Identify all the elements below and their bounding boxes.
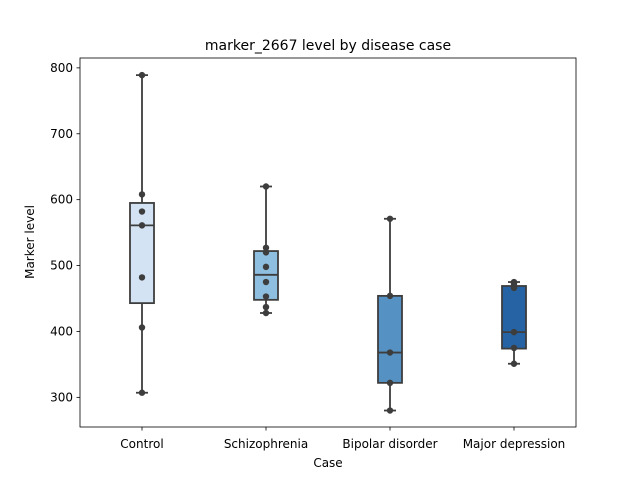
data-point [138,389,146,396]
box-group-1 [129,71,155,396]
y-tick-label: 300 [50,390,73,404]
plot-area [129,71,527,414]
data-point [262,183,270,190]
box [129,202,155,305]
data-point [262,293,270,300]
y-tick-label: 500 [50,259,73,273]
y-tick-label: 600 [50,193,73,207]
x-tick-label: Major depression [463,437,566,451]
data-point [510,328,518,336]
data-point [510,284,518,292]
data-point [386,349,394,356]
x-axis-label: Case [313,456,342,470]
y-tick-label: 800 [50,61,73,75]
y-axis-label: Marker level [23,205,37,279]
data-point [510,360,518,367]
y-axis: 300 400 500 600 700 800 [50,61,80,404]
x-tick-label: Bipolar disorder [342,437,437,451]
data-point [138,191,146,198]
data-point [138,324,146,331]
data-point [138,274,146,281]
box-group-3 [377,215,403,414]
data-point [386,379,394,387]
data-point [386,407,394,414]
box [501,285,527,350]
x-tick-label: Schizophrenia [224,437,308,451]
box-group-4 [501,278,527,367]
box-group-2 [253,183,279,317]
data-point [138,208,146,215]
box [377,294,403,384]
data-point [138,222,146,229]
data-point [262,303,270,311]
data-point [138,71,146,79]
data-point [262,263,270,271]
plot-frame [79,57,577,428]
y-tick-label: 700 [50,127,73,141]
data-point [262,249,270,256]
data-point [386,215,394,222]
chart-title: marker_2667 level by disease case [205,38,451,54]
data-point [262,244,270,251]
x-axis: Control Schizophrenia Bipolar disorder Majo… [120,427,565,451]
data-point [262,278,270,286]
y-tick-label: 400 [50,324,73,338]
data-point [386,292,394,300]
x-tick-label: Control [120,437,163,451]
data-point [262,309,270,317]
data-point [510,344,518,352]
